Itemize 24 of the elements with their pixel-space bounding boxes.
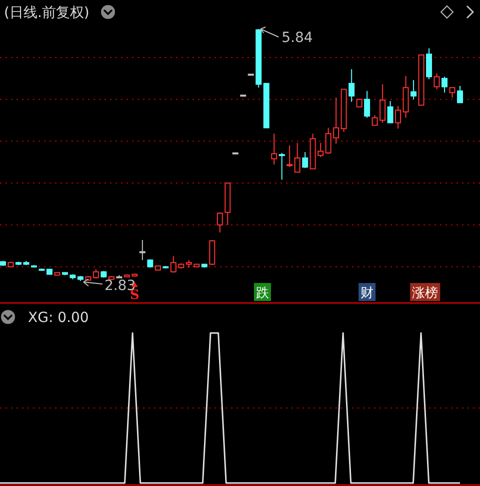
text: 跌	[256, 286, 269, 301]
candlestick	[364, 90, 370, 118]
chart-title: (日线.前复权)	[4, 5, 90, 21]
candlestick	[286, 144, 293, 168]
candlestick	[395, 106, 402, 130]
candlestick	[278, 152, 285, 180]
candlestick	[426, 48, 432, 80]
candlestick	[139, 239, 146, 261]
candlestick	[449, 87, 456, 98]
annotation: 5.84	[282, 30, 313, 46]
candlestick	[410, 80, 417, 100]
text: 财	[360, 286, 374, 301]
candlestick	[294, 142, 300, 173]
candlestick	[302, 152, 308, 168]
text: 涨榜	[412, 286, 438, 301]
candlestick	[92, 268, 99, 279]
candlestick	[457, 85, 463, 104]
chart-title: XG: 0.00	[28, 310, 89, 326]
candlestick	[209, 239, 216, 266]
candlestick	[387, 100, 394, 124]
candlestick	[434, 72, 440, 90]
candlestick	[442, 76, 448, 94]
candlestick	[271, 133, 278, 166]
candlestick	[348, 68, 355, 102]
